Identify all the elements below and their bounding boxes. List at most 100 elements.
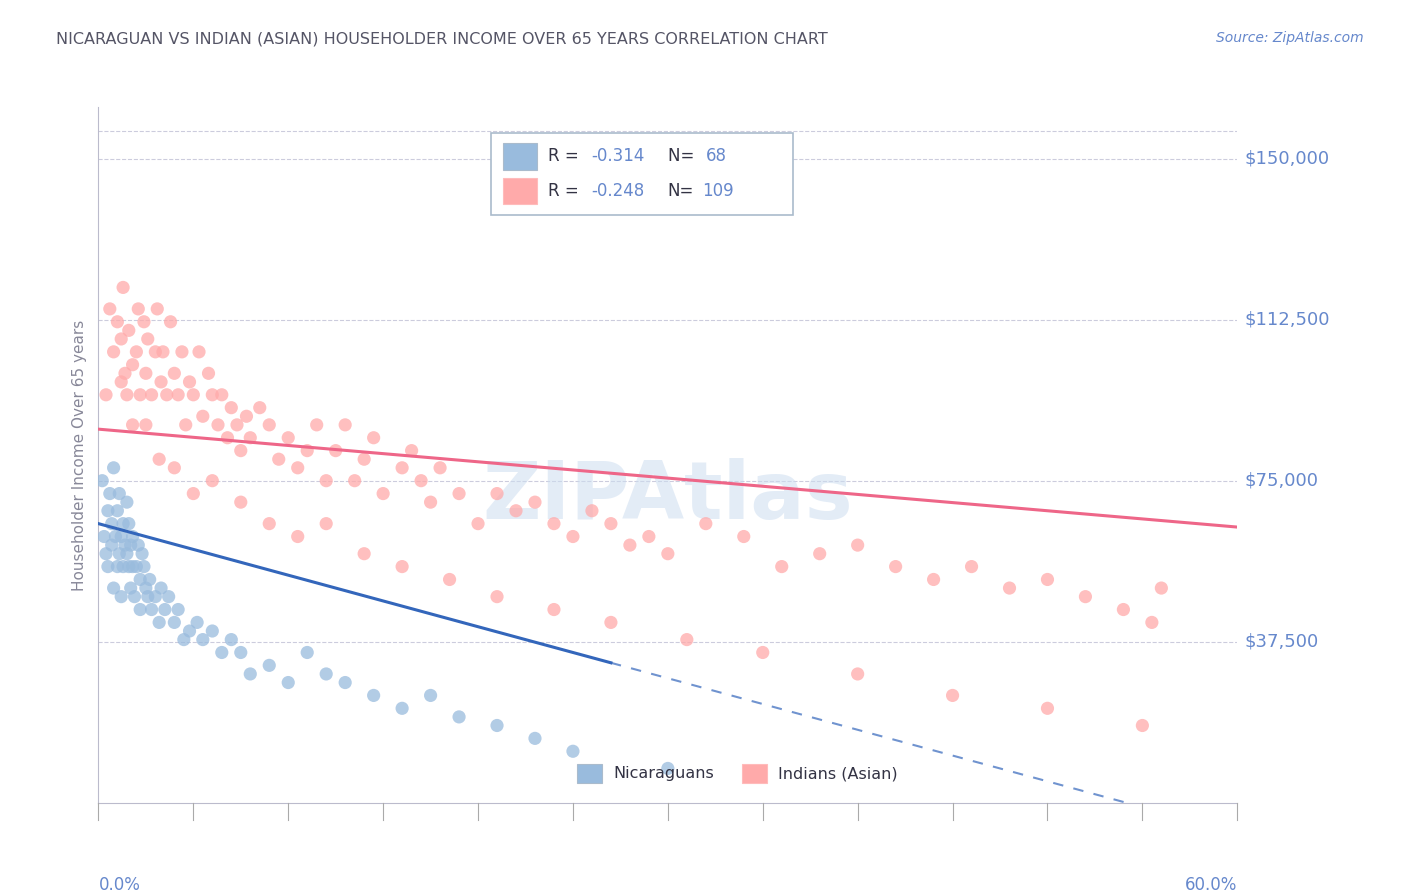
Point (401, 443, 423, 458)
Point (315, 516, 337, 531)
Point (120, 581, 142, 595)
Point (808, 547, 831, 561)
Point (110, 590, 132, 604)
Point (112, 559, 135, 574)
Bar (576, 764, 602, 783)
Point (201, 388, 224, 402)
Point (543, 602, 565, 616)
Point (922, 573, 945, 587)
Point (449, 486, 471, 500)
Point (115, 495, 138, 509)
Text: Nicaraguans: Nicaraguans (613, 766, 714, 781)
Point (108, 547, 131, 561)
Point (179, 624, 201, 638)
Point (201, 624, 224, 638)
Point (103, 581, 125, 595)
Point (391, 559, 413, 574)
Point (439, 573, 461, 587)
Point (229, 443, 252, 458)
Point (145, 344, 167, 359)
Text: NICARAGUAN VS INDIAN (ASIAN) HOUSEHOLDER INCOME OVER 65 YEARS CORRELATION CHART: NICARAGUAN VS INDIAN (ASIAN) HOUSEHOLDER… (56, 31, 828, 46)
Point (163, 615, 186, 630)
Point (114, 367, 136, 381)
Point (207, 417, 229, 432)
Text: $112,500: $112,500 (1244, 310, 1330, 328)
Point (419, 689, 441, 703)
FancyBboxPatch shape (491, 133, 793, 215)
Point (120, 538, 142, 552)
Point (129, 388, 152, 402)
Point (110, 375, 132, 389)
Point (733, 529, 755, 543)
Point (297, 645, 319, 659)
Point (112, 280, 135, 294)
Point (267, 452, 290, 467)
Point (146, 301, 169, 316)
Point (107, 315, 129, 329)
Point (217, 431, 239, 445)
Point (112, 516, 135, 531)
Point (229, 495, 252, 509)
Point (145, 590, 167, 604)
Point (353, 547, 375, 561)
Point (100, 516, 122, 531)
Point (156, 388, 179, 402)
Point (249, 401, 271, 415)
Point (239, 667, 262, 681)
Point (960, 559, 983, 574)
Text: 0.0%: 0.0% (98, 876, 141, 892)
Point (167, 602, 190, 616)
Text: N=: N= (668, 147, 699, 165)
Point (108, 486, 131, 500)
Point (297, 443, 319, 458)
Text: R =: R = (548, 182, 585, 200)
Point (239, 431, 262, 445)
Point (183, 388, 205, 402)
Point (287, 460, 309, 475)
Point (148, 615, 170, 630)
Point (135, 581, 157, 595)
Point (163, 367, 186, 381)
Point (235, 409, 257, 424)
Text: 109: 109 (702, 182, 734, 200)
Point (211, 645, 233, 659)
Point (153, 602, 176, 616)
Point (695, 516, 717, 531)
Point (167, 388, 190, 402)
Point (148, 452, 170, 467)
Point (98, 301, 121, 316)
Point (100, 538, 122, 552)
Point (136, 332, 159, 346)
Point (335, 417, 357, 432)
Bar (503, 144, 537, 169)
Point (201, 474, 224, 488)
Text: -0.248: -0.248 (592, 182, 645, 200)
Point (657, 761, 679, 775)
Point (259, 417, 281, 432)
Point (121, 358, 143, 372)
Point (114, 538, 136, 552)
Point (124, 590, 146, 604)
Point (1132, 718, 1154, 732)
Point (118, 516, 141, 531)
Point (188, 344, 211, 359)
Point (884, 559, 907, 574)
Point (141, 602, 163, 616)
Point (562, 744, 585, 758)
Point (125, 344, 148, 359)
Point (150, 375, 173, 389)
Point (998, 581, 1021, 595)
Text: R =: R = (548, 147, 585, 165)
Point (752, 645, 775, 659)
Point (191, 409, 214, 424)
Point (221, 401, 243, 415)
Point (226, 417, 249, 432)
Point (132, 315, 155, 329)
Point (486, 590, 509, 604)
Point (353, 452, 375, 467)
Point (505, 504, 527, 518)
Point (179, 375, 201, 389)
Point (305, 417, 328, 432)
Text: 60.0%: 60.0% (1185, 876, 1237, 892)
Point (129, 573, 152, 587)
